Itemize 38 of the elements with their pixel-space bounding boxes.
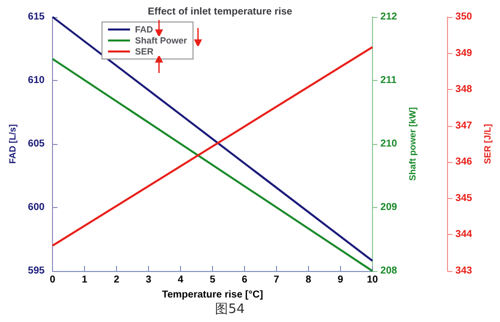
y2-tick-label: 209 (380, 202, 398, 213)
y-tick-label: 605 (28, 138, 46, 150)
legend-label: Shaft Power (135, 36, 188, 46)
legend-label: SER (135, 46, 154, 56)
x-axis-title: Temperature rise [°C] (162, 289, 264, 300)
y2-tick-label: 210 (380, 138, 398, 150)
x-tick-label: 0 (50, 274, 56, 286)
chart-title: Effect of inlet temperature rise (148, 6, 293, 18)
x-tick-label: 5 (210, 274, 216, 286)
y2-tick-label: 211 (380, 75, 397, 86)
y3-tick-label: 347 (455, 120, 473, 132)
y3-tick-label: 349 (455, 48, 473, 59)
y2-tick-label: 212 (380, 12, 398, 22)
y-tick-label: 595 (28, 266, 46, 276)
y-tick-label: 615 (28, 12, 46, 22)
y3-tick-label: 343 (455, 266, 473, 276)
y3-tick-label: 346 (455, 156, 473, 168)
y-tick-label: 600 (28, 202, 46, 213)
y3-tick-label: 350 (455, 12, 473, 22)
x-tick-label: 10 (366, 274, 378, 286)
y3-tick-label: 344 (455, 229, 473, 240)
x-tick-label: 1 (82, 274, 88, 286)
legend-label: FAD (135, 24, 154, 34)
y-tick-label: 610 (28, 75, 46, 86)
y2-axis-title: Shaft power [kW] (408, 107, 418, 181)
y3-axis-title: SER [J/L] (482, 124, 492, 164)
caption: 图54 (214, 301, 246, 318)
x-tick-label: 7 (274, 274, 280, 286)
x-tick-label: 6 (242, 274, 248, 286)
x-tick-label: 4 (178, 274, 184, 286)
y2-tick-label: 208 (380, 266, 398, 276)
x-tick-label: 8 (306, 274, 312, 286)
x-tick-label: 9 (338, 274, 344, 286)
y3-tick-label: 345 (455, 192, 473, 204)
y-axis-title: FAD [L/s] (8, 124, 18, 164)
x-tick-label: 2 (114, 274, 120, 286)
y3-tick-label: 348 (455, 84, 473, 96)
x-tick-label: 3 (146, 274, 152, 286)
